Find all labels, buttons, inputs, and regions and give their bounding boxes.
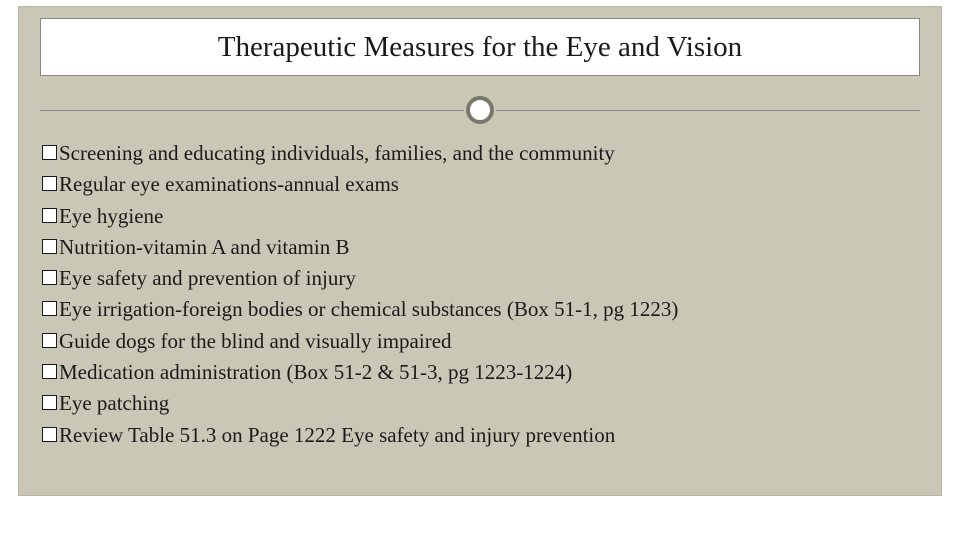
title-divider — [40, 95, 920, 125]
checkbox-icon — [42, 301, 57, 316]
checkbox-icon — [42, 364, 57, 379]
list-item: Nutrition-vitamin A and vitamin B — [42, 234, 922, 261]
bullet-text: Eye hygiene — [59, 203, 163, 230]
slide-title: Therapeutic Measures for the Eye and Vis… — [218, 31, 742, 64]
bullet-text: Nutrition-vitamin A and vitamin B — [59, 234, 349, 261]
bullet-text: Eye safety and prevention of injury — [59, 265, 356, 292]
checkbox-icon — [42, 395, 57, 410]
bullet-text: Screening and educating individuals, fam… — [59, 140, 615, 167]
bullet-text: Guide dogs for the blind and visually im… — [59, 328, 452, 355]
checkbox-icon — [42, 427, 57, 442]
checkbox-icon — [42, 333, 57, 348]
bullet-text: Medication administration (Box 51-2 & 51… — [59, 359, 572, 386]
checkbox-icon — [42, 239, 57, 254]
checkbox-icon — [42, 208, 57, 223]
list-item: Regular eye examinations-annual exams — [42, 171, 922, 198]
list-item: Eye safety and prevention of injury — [42, 265, 922, 292]
list-item: Eye irrigation-foreign bodies or chemica… — [42, 296, 922, 323]
list-item: Review Table 51.3 on Page 1222 Eye safet… — [42, 422, 922, 449]
list-item: Screening and educating individuals, fam… — [42, 140, 922, 167]
divider-ring-icon — [466, 96, 494, 124]
list-item: Eye hygiene — [42, 203, 922, 230]
checkbox-icon — [42, 270, 57, 285]
checkbox-icon — [42, 145, 57, 160]
bullet-text: Eye patching — [59, 390, 169, 417]
bullet-list: Screening and educating individuals, fam… — [42, 140, 922, 453]
divider-line-right — [496, 110, 920, 111]
checkbox-icon — [42, 176, 57, 191]
title-box: Therapeutic Measures for the Eye and Vis… — [40, 18, 920, 76]
bullet-text: Regular eye examinations-annual exams — [59, 171, 399, 198]
bullet-text: Review Table 51.3 on Page 1222 Eye safet… — [59, 422, 615, 449]
list-item: Guide dogs for the blind and visually im… — [42, 328, 922, 355]
list-item: Eye patching — [42, 390, 922, 417]
bullet-text: Eye irrigation-foreign bodies or chemica… — [59, 296, 678, 323]
divider-line-left — [40, 110, 464, 111]
list-item: Medication administration (Box 51-2 & 51… — [42, 359, 922, 386]
slide-container: Therapeutic Measures for the Eye and Vis… — [0, 0, 960, 540]
